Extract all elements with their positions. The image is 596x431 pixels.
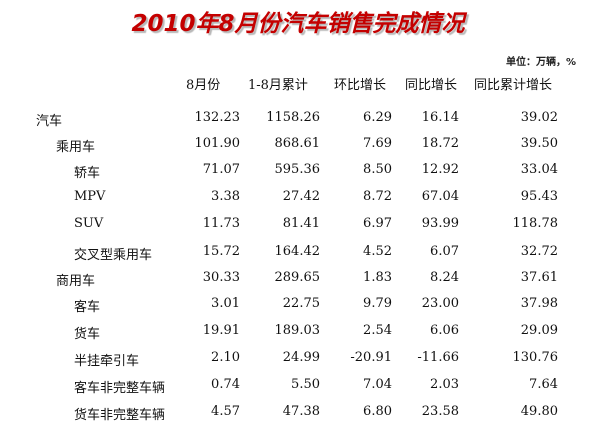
cell-cumulative: 868.61 (274, 136, 321, 151)
table-row: 客车 3.01 22.75 9.79 23.00 37.98 (0, 296, 596, 322)
cell-cumulative: 81.41 (282, 216, 320, 231)
cell-august: 2.10 (211, 350, 240, 365)
cell-august: 11.73 (202, 216, 240, 231)
page-title: 2010年8月份汽车销售完成情况 (131, 11, 465, 37)
cell-cumulative: 27.42 (282, 189, 320, 204)
cell-august: 3.38 (211, 189, 240, 204)
cell-august: 71.07 (202, 162, 240, 177)
cell-yoy-cumulative: 49.80 (520, 404, 558, 419)
cell-yoy-cumulative: 33.04 (520, 162, 558, 177)
cell-cumulative: 47.38 (282, 404, 320, 419)
cell-yoy: 23.00 (421, 296, 459, 311)
row-label: 半挂牵引车 (74, 354, 140, 369)
row-label: 汽车 (36, 114, 63, 129)
cell-cumulative: 189.03 (274, 323, 321, 338)
cell-august: 15.72 (202, 244, 240, 259)
cell-yoy-cumulative: 95.43 (520, 189, 558, 204)
cell-yoy: -11.66 (417, 350, 459, 365)
row-label: 货车非完整车辆 (74, 408, 166, 423)
cell-yoy: 12.92 (421, 162, 459, 177)
cell-mom: 8.50 (363, 162, 392, 177)
cell-cumulative: 22.75 (282, 296, 320, 311)
cell-yoy-cumulative: 130.76 (512, 350, 559, 365)
cell-august: 132.23 (194, 110, 241, 125)
table-row: 乘用车 101.90 868.61 7.69 18.72 39.50 (0, 136, 596, 162)
table-row: 交叉型乘用车 15.72 164.42 4.52 6.07 32.72 (0, 244, 596, 270)
cell-yoy-cumulative: 39.50 (520, 136, 558, 151)
row-label: 商用车 (56, 274, 96, 289)
cell-mom: -20.91 (350, 350, 392, 365)
cell-august: 0.74 (211, 377, 240, 392)
header-mom-growth: 环比增长 (334, 78, 387, 93)
table-row: 轿车 71.07 595.36 8.50 12.92 33.04 (0, 162, 596, 188)
cell-mom: 2.54 (363, 323, 392, 338)
cell-yoy-cumulative: 7.64 (529, 377, 558, 392)
header-august: 8月份 (186, 78, 221, 93)
unit-note: 单位：万辆，% (505, 57, 576, 68)
cell-cumulative: 5.50 (291, 377, 320, 392)
table-header: 8月份 1-8月累计 环比增长 同比增长 同比累计增长 (0, 74, 596, 96)
cell-august: 101.90 (194, 136, 241, 151)
cell-yoy: 8.24 (430, 270, 459, 285)
row-label: SUV (74, 216, 104, 231)
cell-august: 4.57 (211, 404, 240, 419)
row-label: 乘用车 (56, 140, 96, 155)
cell-cumulative: 595.36 (274, 162, 321, 177)
cell-yoy-cumulative: 29.09 (520, 323, 558, 338)
header-yoy-growth: 同比增长 (405, 78, 458, 93)
row-label: MPV (74, 189, 106, 204)
cell-cumulative: 289.65 (274, 270, 321, 285)
cell-cumulative: 1158.26 (266, 110, 320, 125)
cell-cumulative: 164.42 (274, 244, 321, 259)
cell-mom: 6.97 (363, 216, 392, 231)
row-label: 交叉型乘用车 (74, 248, 153, 263)
cell-yoy: 93.99 (421, 216, 459, 231)
cell-yoy-cumulative: 118.78 (512, 216, 559, 231)
cell-august: 30.33 (202, 270, 240, 285)
cell-yoy: 18.72 (421, 136, 459, 151)
cell-mom: 6.29 (363, 110, 392, 125)
table-row: 商用车 30.33 289.65 1.83 8.24 37.61 (0, 270, 596, 296)
row-label: 客车 (74, 300, 101, 315)
row-label: 客车非完整车辆 (74, 381, 166, 396)
cell-yoy: 6.06 (430, 323, 459, 338)
table-row: SUV 11.73 81.41 6.97 93.99 118.78 (0, 216, 596, 242)
table-row: 客车非完整车辆 0.74 5.50 7.04 2.03 7.64 (0, 377, 596, 403)
header-yoy-cumulative-growth: 同比累计增长 (474, 78, 553, 93)
cell-cumulative: 24.99 (282, 350, 320, 365)
cell-mom: 1.83 (363, 270, 392, 285)
table-row: 汽车 132.23 1158.26 6.29 16.14 39.02 (0, 110, 596, 136)
row-label: 轿车 (74, 166, 101, 181)
cell-august: 3.01 (211, 296, 240, 311)
cell-mom: 9.79 (363, 296, 392, 311)
cell-yoy-cumulative: 39.02 (520, 110, 558, 125)
cell-yoy: 16.14 (421, 110, 459, 125)
table-row: MPV 3.38 27.42 8.72 67.04 95.43 (0, 189, 596, 215)
cell-yoy: 2.03 (430, 377, 459, 392)
cell-mom: 8.72 (363, 189, 392, 204)
cell-yoy-cumulative: 37.61 (520, 270, 558, 285)
cell-mom: 6.80 (363, 404, 392, 419)
cell-yoy: 23.58 (421, 404, 459, 419)
cell-yoy-cumulative: 37.98 (520, 296, 558, 311)
cell-august: 19.91 (202, 323, 240, 338)
header-jan-aug-cumulative: 1-8月累计 (248, 78, 308, 93)
table-row: 货车非完整车辆 4.57 47.38 6.80 23.58 49.80 (0, 404, 596, 430)
cell-mom: 7.69 (363, 136, 392, 151)
table-row: 货车 19.91 189.03 2.54 6.06 29.09 (0, 323, 596, 349)
cell-yoy: 67.04 (421, 189, 459, 204)
table-row: 半挂牵引车 2.10 24.99 -20.91 -11.66 130.76 (0, 350, 596, 376)
cell-mom: 7.04 (363, 377, 392, 392)
cell-yoy-cumulative: 32.72 (520, 244, 558, 259)
cell-mom: 4.52 (363, 244, 392, 259)
row-label: 货车 (74, 327, 101, 342)
cell-yoy: 6.07 (430, 244, 459, 259)
